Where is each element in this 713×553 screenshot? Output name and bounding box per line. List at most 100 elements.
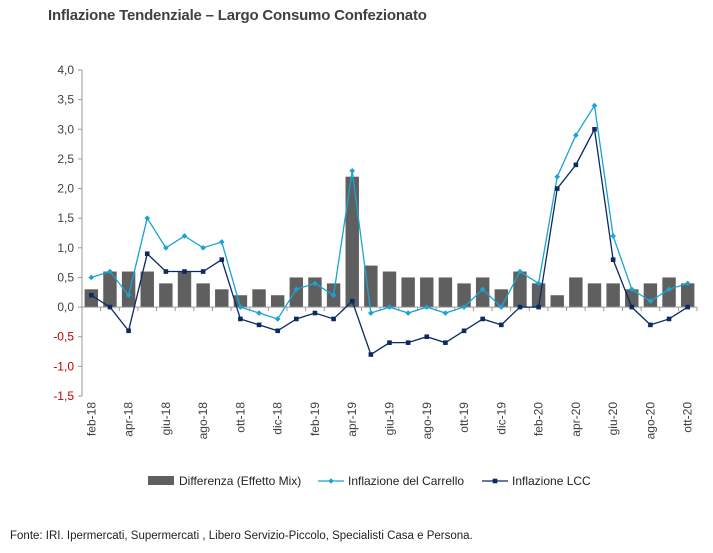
lcc-point-gen-19 (294, 316, 299, 322)
carrello-point-ago-18 (200, 245, 206, 251)
lcc-point-ago-20 (648, 322, 653, 328)
carrello-point-apr-20 (573, 132, 579, 138)
lcc-point-set-19 (443, 340, 448, 345)
bar-apr-19 (345, 176, 359, 308)
legend-label-carrello: Inflazione del Carrello (348, 474, 464, 488)
lcc-point-apr-18 (126, 328, 131, 334)
lcc-point-mag-18 (144, 251, 150, 257)
carrello-point-giu-19 (386, 304, 393, 310)
bar-mag-19 (364, 265, 378, 308)
legend-label-differenza: Differenza (Effetto Mix) (179, 474, 301, 488)
lcc-point-feb-20 (536, 304, 541, 310)
lcc-point-apr-19 (349, 298, 355, 304)
carrello-point-dic-18 (274, 316, 281, 322)
x-tick-label: ott-19 (457, 402, 471, 433)
lcc-point-giu-18 (163, 269, 169, 274)
lcc-point-feb-18 (89, 292, 94, 298)
lcc-point-mar-19 (331, 316, 336, 322)
lcc-point-nov-18 (256, 322, 262, 328)
carrello-point-mar-18 (107, 268, 113, 275)
lcc-point-apr-20 (573, 162, 579, 168)
bar-set-20 (662, 277, 676, 308)
carrello-point-mar-19 (330, 292, 337, 299)
x-tick-label: giu-19 (383, 402, 397, 436)
lcc-point-giu-20 (610, 257, 616, 262)
y-tick-label: 1,0 (57, 241, 74, 255)
carrello-point-lug-20 (628, 286, 635, 293)
carrello-point-giu-18 (163, 245, 169, 251)
lcc-point-lug-20 (629, 304, 635, 310)
carrello-point-ott-20 (684, 280, 691, 287)
lcc-point-lug-19 (405, 340, 411, 345)
x-tick-label: apr-19 (345, 402, 359, 437)
carrello-point-mag-18 (144, 215, 151, 221)
carrello-point-gen-20 (517, 268, 523, 275)
legend-label-lcc: Inflazione LCC (512, 474, 591, 488)
lcc-point-dic-19 (499, 322, 504, 328)
x-tick-label: giu-20 (606, 402, 620, 436)
bar-set-18 (215, 289, 229, 308)
lcc-point-mar-20 (554, 186, 560, 191)
bar-dic-19 (494, 289, 509, 308)
carrello-point-mar-20 (554, 173, 561, 180)
x-tick-label: apr-18 (122, 402, 136, 437)
y-tick-label: -1,0 (53, 359, 74, 373)
bar-giu-18 (159, 283, 173, 308)
bar-feb-18 (84, 289, 99, 308)
bar-ott-20 (680, 283, 695, 308)
legend: Differenza (Effetto Mix) Inflazione del C… (148, 474, 591, 488)
source-note: Fonte: IRI. Ipermercati, Supermercati , … (10, 530, 473, 542)
x-tick-label: ott-20 (681, 402, 695, 433)
bar-ago-18 (196, 283, 210, 308)
bar-mar-18 (103, 271, 117, 308)
lcc-point-mar-18 (107, 304, 113, 310)
bar-apr-20 (569, 277, 583, 308)
lcc-point-ago-19 (424, 334, 430, 340)
x-tick-label: dic-18 (271, 402, 285, 435)
carrello-point-mag-19 (368, 310, 374, 316)
bar-mar-20 (550, 295, 564, 308)
lcc-point-dic-18 (275, 328, 280, 334)
carrello-point-feb-19 (312, 280, 318, 287)
bar-nov-19 (475, 277, 490, 308)
x-tick-label: ago-19 (420, 402, 434, 440)
lcc-point-nov-19 (480, 316, 485, 322)
carrello-point-ott-19 (461, 304, 467, 310)
carrello-point-giu-20 (610, 233, 616, 239)
carrello-point-gen-19 (293, 286, 300, 293)
bars-layer (84, 176, 695, 308)
x-tick-label: ott-18 (233, 402, 247, 433)
bar-gen-20 (513, 271, 527, 308)
lcc-point-ago-18 (200, 269, 206, 274)
legend-marker-lcc (492, 478, 498, 484)
bar-gen-19 (289, 277, 304, 308)
lcc-point-lug-18 (182, 269, 187, 274)
y-tick-label: 2,0 (57, 182, 74, 196)
bar-ago-20 (643, 283, 658, 308)
lcc-point-mag-20 (592, 126, 597, 132)
carrello-point-nov-19 (479, 286, 486, 293)
y-tick-label: 3,0 (57, 122, 74, 136)
bar-giu-20 (606, 283, 620, 308)
lcc-point-ott-19 (461, 328, 467, 334)
y-tick-label: 1,5 (57, 211, 74, 225)
lcc-point-set-20 (666, 316, 672, 322)
carrello-point-apr-19 (349, 167, 356, 174)
lcc-point-ott-18 (238, 316, 243, 322)
carrello-point-ago-20 (647, 298, 654, 304)
y-tick-label: 3,5 (57, 93, 74, 107)
carrello-point-lug-19 (405, 310, 411, 316)
carrello-point-mag-20 (591, 102, 598, 109)
carrello-point-dic-19 (498, 304, 505, 310)
y-tick-label: -1,5 (53, 389, 74, 403)
chart-title: Inflazione Tendenziale – Largo Consumo C… (48, 7, 427, 24)
bar-set-19 (438, 277, 453, 308)
legend-marker-carrello (328, 478, 334, 484)
lcc-point-ott-20 (685, 304, 690, 310)
x-tick-label: feb-19 (308, 402, 322, 436)
carrello-point-ott-18 (237, 304, 244, 310)
carrello-point-feb-20 (535, 280, 542, 287)
carrello-point-set-20 (666, 286, 672, 293)
y-tick-label: 4,0 (57, 63, 74, 77)
